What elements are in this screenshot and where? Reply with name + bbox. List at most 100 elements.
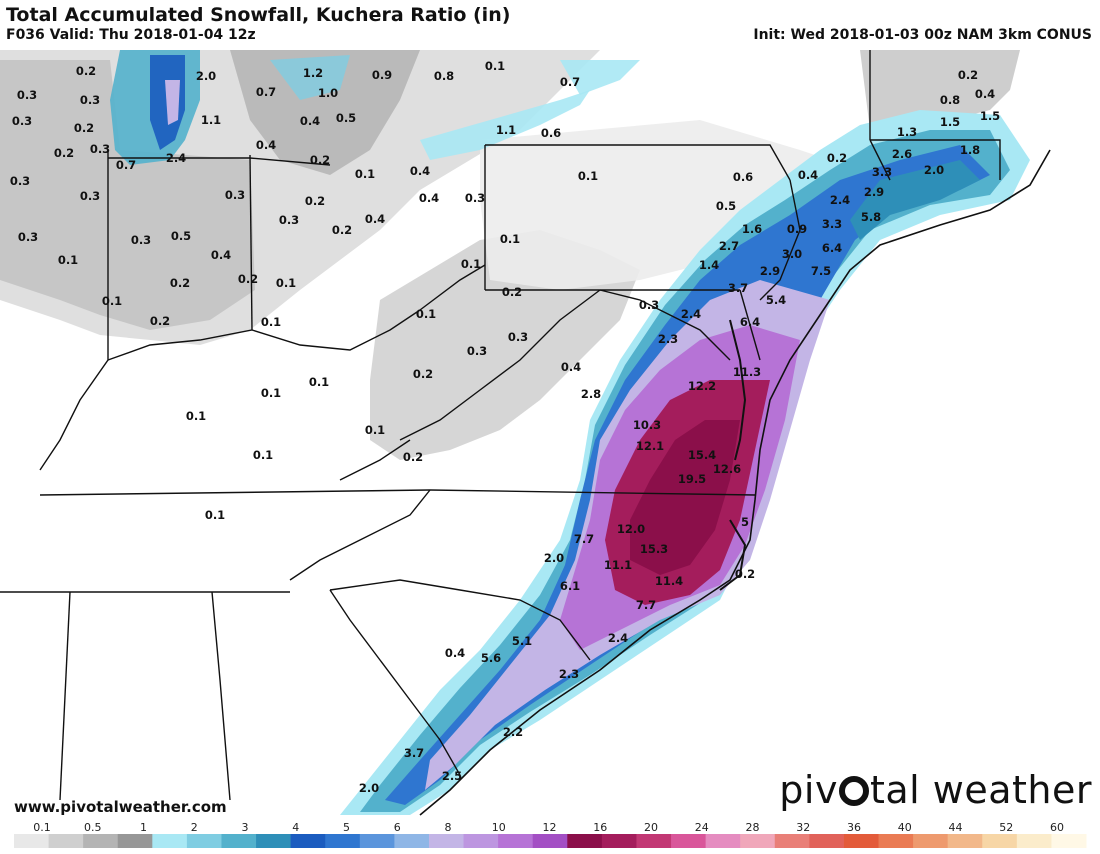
snowfall-value: 2.6 bbox=[892, 147, 912, 161]
border-al-ga bbox=[211, 591, 231, 801]
snow-region-ne-light bbox=[480, 120, 860, 290]
legend-swatch bbox=[532, 834, 568, 848]
legend-swatch bbox=[256, 834, 292, 848]
snowfall-value: 12.1 bbox=[636, 439, 664, 453]
snowfall-value: 0.1 bbox=[58, 253, 78, 267]
legend-swatch bbox=[809, 834, 845, 848]
legend-swatch bbox=[1051, 834, 1087, 848]
snowfall-value: 0.4 bbox=[256, 138, 276, 152]
legend-label: 10 bbox=[492, 821, 506, 834]
snowfall-value: 0.4 bbox=[211, 248, 231, 262]
snowfall-value: 0.3 bbox=[17, 88, 37, 102]
snowfall-value: 3.7 bbox=[728, 281, 748, 295]
legend-swatch bbox=[878, 834, 914, 848]
snowfall-value: 6.4 bbox=[740, 315, 760, 329]
snowfall-map: 0.2 0.3 0.3 0.3 0.2 0.2 0.3 0.7 2.0 1.1 2.4 0.7 0.4 1… bbox=[0, 46, 1100, 820]
snowfall-value: 1.5 bbox=[980, 109, 1000, 123]
legend-swatch bbox=[221, 834, 257, 848]
legend-swatch bbox=[671, 834, 707, 848]
legend-swatch bbox=[152, 834, 188, 848]
legend-swatch bbox=[325, 834, 361, 848]
snowfall-value: 0.3 bbox=[131, 233, 151, 247]
band-ontario bbox=[560, 60, 640, 95]
snowfall-value: 0.3 bbox=[10, 174, 30, 188]
snowfall-value: 0.2 bbox=[74, 121, 94, 135]
snowfall-value: 2.0 bbox=[359, 781, 379, 795]
valid-time: F036 Valid: Thu 2018-01-04 12z bbox=[6, 27, 256, 43]
legend-label: 3 bbox=[242, 821, 249, 834]
website-url: www.pivotalweather.com bbox=[14, 798, 227, 816]
legend-swatch bbox=[394, 834, 430, 848]
legend-swatch bbox=[290, 834, 326, 848]
legend-swatch bbox=[601, 834, 637, 848]
snowfall-value: 0.1 bbox=[309, 375, 329, 389]
snow-region-lakes bbox=[230, 50, 420, 175]
brand-suffix: tal weather bbox=[869, 768, 1092, 812]
snowfall-value: 2.0 bbox=[924, 163, 944, 177]
legend-label: 12 bbox=[543, 821, 557, 834]
legend-labels: 0.1 0.5 1 2 3 4 5 6 8 10 12 16 20 24 28 32 36 40 44 52 60 bbox=[33, 821, 1064, 834]
snowfall-value: 0.3 bbox=[639, 298, 659, 312]
snowfall-value: 1.5 bbox=[940, 115, 960, 129]
snowfall-value: 0.1 bbox=[261, 386, 281, 400]
map-canvas: 0.20.3 0.30.3 0.20.2 0.30.72.01.12.40.70.41… bbox=[0, 46, 1100, 820]
border-sc-ga bbox=[329, 589, 461, 776]
snowfall-value: 0.3 bbox=[90, 142, 110, 156]
legend-swatch bbox=[567, 834, 603, 848]
border-tn-nc bbox=[289, 489, 431, 581]
snowfall-value: 0.2 bbox=[150, 314, 170, 328]
legend-label: 28 bbox=[746, 821, 760, 834]
snowfall-value: 3.3 bbox=[872, 165, 892, 179]
legend-label: 36 bbox=[847, 821, 861, 834]
legend-swatch bbox=[947, 834, 983, 848]
snowfall-value: 5.4 bbox=[766, 293, 786, 307]
legend-label: 16 bbox=[593, 821, 607, 834]
chesapeake-bay bbox=[729, 319, 747, 461]
snowfall-value: 0.4 bbox=[445, 646, 465, 660]
snowfall-value: 0.1 bbox=[355, 167, 375, 181]
border-va-md bbox=[599, 289, 731, 361]
legend-swatch bbox=[14, 834, 50, 848]
snowfall-value: 0.5 bbox=[171, 229, 191, 243]
border-pa-ny bbox=[485, 144, 791, 181]
snowfall-value: 3.3 bbox=[822, 217, 842, 231]
brand-logo: piv tal weather bbox=[779, 768, 1092, 812]
snowfall-value: 0.8 bbox=[940, 93, 960, 107]
snowfall-value: 0.1 bbox=[416, 307, 436, 321]
legend-swatch bbox=[83, 834, 119, 848]
legend-swatch bbox=[774, 834, 810, 848]
snowfall-value: 0.3 bbox=[18, 230, 38, 244]
swath-ne-purple bbox=[850, 160, 980, 240]
border-va-nc bbox=[429, 489, 756, 496]
border-in-ky bbox=[107, 309, 421, 361]
snowfall-value: 0.4 bbox=[365, 212, 385, 226]
border-ms-al bbox=[59, 591, 71, 801]
border-il-in bbox=[39, 150, 109, 471]
legend-label: 40 bbox=[898, 821, 912, 834]
snowfall-value: 3.0 bbox=[782, 247, 802, 261]
snowfall-value: 0.1 bbox=[500, 232, 520, 246]
legend-label: 1 bbox=[140, 821, 147, 834]
legend-swatch bbox=[48, 834, 84, 848]
snowfall-value: 0.1 bbox=[365, 423, 385, 437]
coastal-snow-swath bbox=[340, 110, 1030, 815]
color-legend: 0.1 0.5 1 2 3 4 5 6 8 10 12 16 20 24 28 32 36 40 44 52 60 bbox=[0, 820, 1100, 850]
snowfall-value: 0.4 bbox=[419, 191, 439, 205]
snowfall-value: 2.5 bbox=[442, 769, 462, 783]
snowfall-value: 11.3 bbox=[733, 365, 761, 379]
snowfall-value: 0.2 bbox=[502, 285, 522, 299]
snowfall-value: 0.6 bbox=[733, 170, 753, 184]
legend-label: 32 bbox=[796, 821, 810, 834]
snowfall-value: 7.5 bbox=[811, 264, 831, 278]
snowfall-value: 2.4 bbox=[166, 151, 186, 165]
state-borders bbox=[0, 50, 1001, 801]
snowfall-value: 5.8 bbox=[861, 210, 881, 224]
snowfall-value: 0.2 bbox=[332, 223, 352, 237]
init-time: Init: Wed 2018-01-03 00z NAM 3km CONUS bbox=[753, 27, 1092, 43]
snowfall-value: 0.8 bbox=[434, 69, 454, 83]
border-nc-sc bbox=[329, 579, 591, 661]
snowfall-value: 6.1 bbox=[560, 579, 580, 593]
legend-swatch bbox=[705, 834, 741, 848]
brand-prefix: piv bbox=[779, 768, 838, 812]
border-ky-va bbox=[339, 439, 411, 481]
